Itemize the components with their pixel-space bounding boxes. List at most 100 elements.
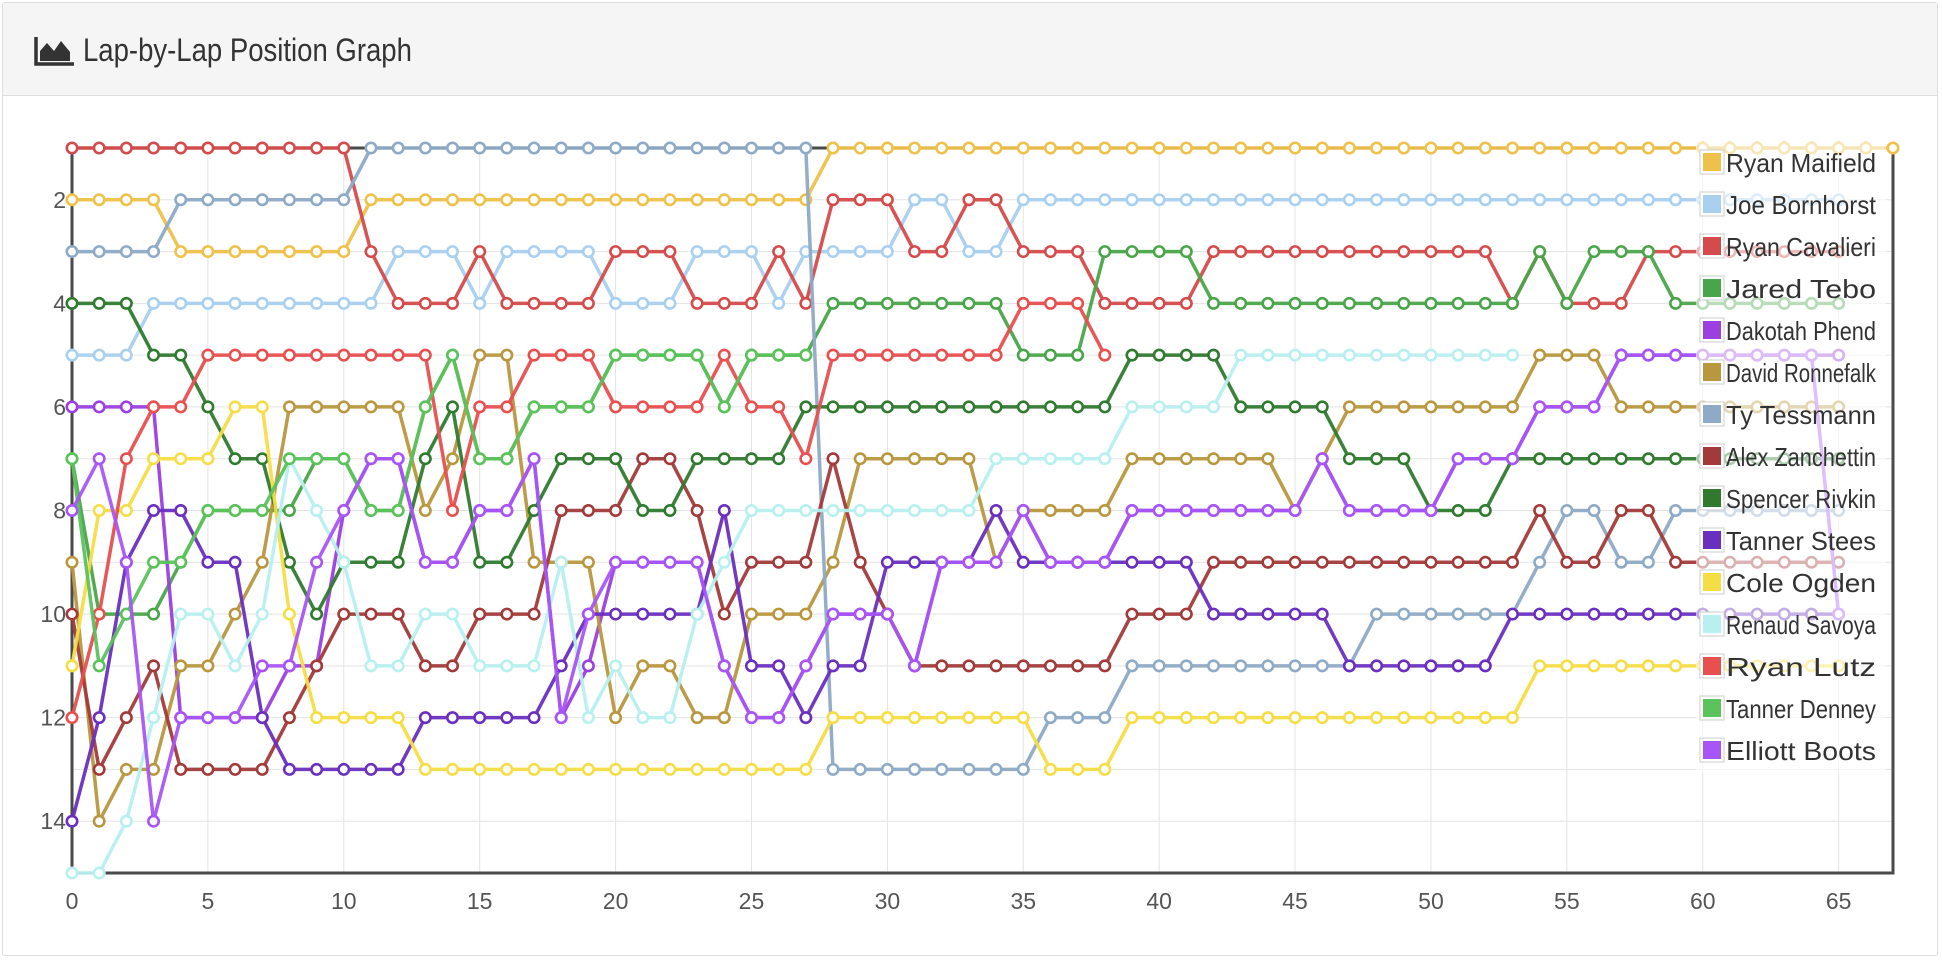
data-point xyxy=(1098,141,1112,155)
data-point xyxy=(527,193,541,207)
data-point xyxy=(880,607,894,621)
y-tick-label: 8 xyxy=(53,498,66,524)
data-point xyxy=(1587,245,1601,259)
data-point xyxy=(1179,348,1193,362)
data-point xyxy=(690,762,704,776)
data-point xyxy=(1234,348,1248,362)
data-point xyxy=(1261,607,1275,621)
data-point xyxy=(880,193,894,207)
data-point xyxy=(962,503,976,517)
data-point xyxy=(282,503,296,517)
data-point xyxy=(581,711,595,725)
legend-swatch xyxy=(1703,741,1721,759)
data-point xyxy=(228,452,242,466)
data-point xyxy=(446,193,460,207)
data-point xyxy=(201,555,215,569)
data-point xyxy=(663,348,677,362)
data-point xyxy=(1397,348,1411,362)
data-point xyxy=(1152,711,1166,725)
data-point xyxy=(119,400,133,414)
data-point xyxy=(744,711,758,725)
data-point xyxy=(799,555,813,569)
data-point xyxy=(1288,711,1302,725)
data-point xyxy=(1478,711,1492,725)
data-point xyxy=(989,555,1003,569)
data-point xyxy=(1234,296,1248,310)
data-point xyxy=(1125,296,1139,310)
legend-item-bg xyxy=(1696,688,1886,730)
data-point xyxy=(228,555,242,569)
data-point xyxy=(1478,245,1492,259)
data-point xyxy=(826,348,840,362)
data-point xyxy=(446,452,460,466)
legend-swatch xyxy=(1703,321,1721,339)
legend-item-bg xyxy=(1696,436,1886,478)
legend-item-bg xyxy=(1696,226,1886,268)
legend-label: Cole Ogden xyxy=(1726,568,1876,598)
data-point xyxy=(391,141,405,155)
legend-swatch xyxy=(1703,237,1721,255)
data-point xyxy=(1016,503,1030,517)
data-point xyxy=(1288,400,1302,414)
y-tick-label: 6 xyxy=(53,394,66,420)
data-point xyxy=(1587,296,1601,310)
series-line xyxy=(70,353,1839,823)
data-point xyxy=(418,711,432,725)
data-point xyxy=(880,141,894,155)
data-point xyxy=(174,296,188,310)
legend-swatch xyxy=(1703,405,1721,423)
data-point xyxy=(1614,607,1628,621)
data-point xyxy=(1424,348,1438,362)
data-point xyxy=(446,711,460,725)
data-point xyxy=(663,659,677,673)
data-point xyxy=(1016,762,1030,776)
data-point xyxy=(446,296,460,310)
x-tick-label: 25 xyxy=(739,888,765,914)
data-point xyxy=(908,555,922,569)
data-point xyxy=(609,555,623,569)
data-point xyxy=(228,659,242,673)
panel-heading: Lap-by-Lap Position Graph xyxy=(3,3,1937,96)
data-point xyxy=(500,193,514,207)
data-point xyxy=(310,762,324,776)
data-point xyxy=(554,348,568,362)
data-point xyxy=(1234,555,1248,569)
legend-item-bg xyxy=(1696,562,1886,604)
data-point xyxy=(744,193,758,207)
data-point xyxy=(1424,711,1438,725)
data-point xyxy=(826,555,840,569)
data-point xyxy=(174,245,188,259)
data-point xyxy=(880,452,894,466)
data-point xyxy=(1505,141,1519,155)
data-point xyxy=(1505,452,1519,466)
data-point xyxy=(92,400,106,414)
data-point xyxy=(962,659,976,673)
data-point xyxy=(174,659,188,673)
data-point xyxy=(880,762,894,776)
data-point xyxy=(1614,245,1628,259)
series-cole-ogden xyxy=(65,400,1846,776)
data-point xyxy=(1342,555,1356,569)
data-point xyxy=(527,607,541,621)
data-point xyxy=(1451,141,1465,155)
data-point xyxy=(174,607,188,621)
data-point xyxy=(282,452,296,466)
data-point xyxy=(853,348,867,362)
data-point xyxy=(1071,193,1085,207)
data-point xyxy=(527,711,541,725)
data-point xyxy=(581,503,595,517)
data-point xyxy=(636,659,650,673)
data-point xyxy=(527,245,541,259)
data-point xyxy=(935,296,949,310)
data-point xyxy=(663,607,677,621)
data-point xyxy=(446,659,460,673)
data-point xyxy=(500,555,514,569)
y-tick-label: 12 xyxy=(40,705,66,731)
data-point xyxy=(527,400,541,414)
data-point xyxy=(581,348,595,362)
data-point xyxy=(527,348,541,362)
data-point xyxy=(1125,245,1139,259)
data-point xyxy=(1669,400,1683,414)
data-point xyxy=(962,555,976,569)
data-point xyxy=(581,193,595,207)
